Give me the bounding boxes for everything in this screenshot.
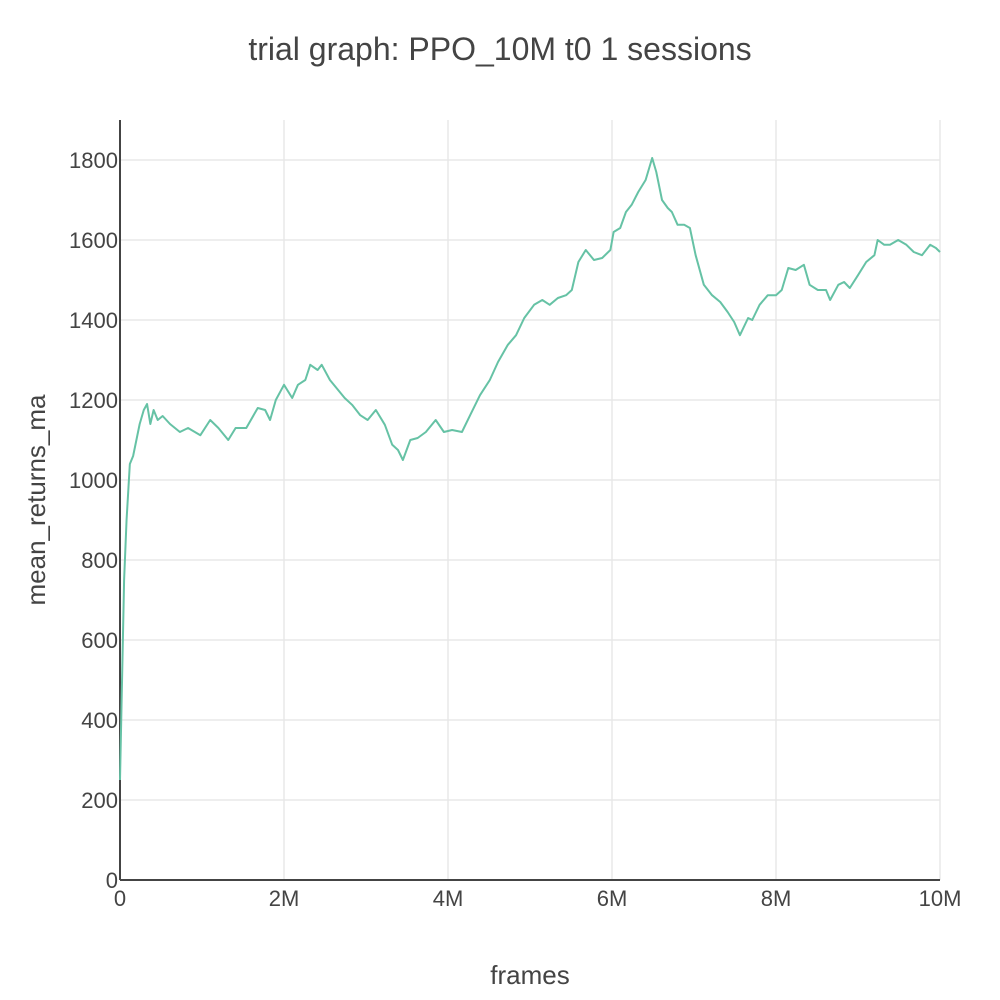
y-axis-title: mean_returns_ma [21,394,51,606]
y-tick-label: 0 [106,868,118,893]
chart-title: trial graph: PPO_10M t0 1 sessions [248,31,751,67]
x-tick-label: 10M [919,886,962,911]
y-tick-label: 1600 [69,228,118,253]
line-series [119,157,941,781]
x-tick-label: 8M [761,886,792,911]
y-tick-label: 200 [81,788,118,813]
x-axis-title: frames [490,960,569,990]
x-tick-label: 2M [269,886,300,911]
x-tick-label: 0 [114,886,126,911]
y-tick-label: 800 [81,548,118,573]
y-tick-label: 1200 [69,388,118,413]
y-tick-label: 1000 [69,468,118,493]
x-tick-label: 4M [433,886,464,911]
y-tick-label: 400 [81,708,118,733]
y-tick-label: 600 [81,628,118,653]
y-tick-label: 1800 [69,148,118,173]
x-tick-label: 6M [597,886,628,911]
y-tick-label: 1400 [69,308,118,333]
